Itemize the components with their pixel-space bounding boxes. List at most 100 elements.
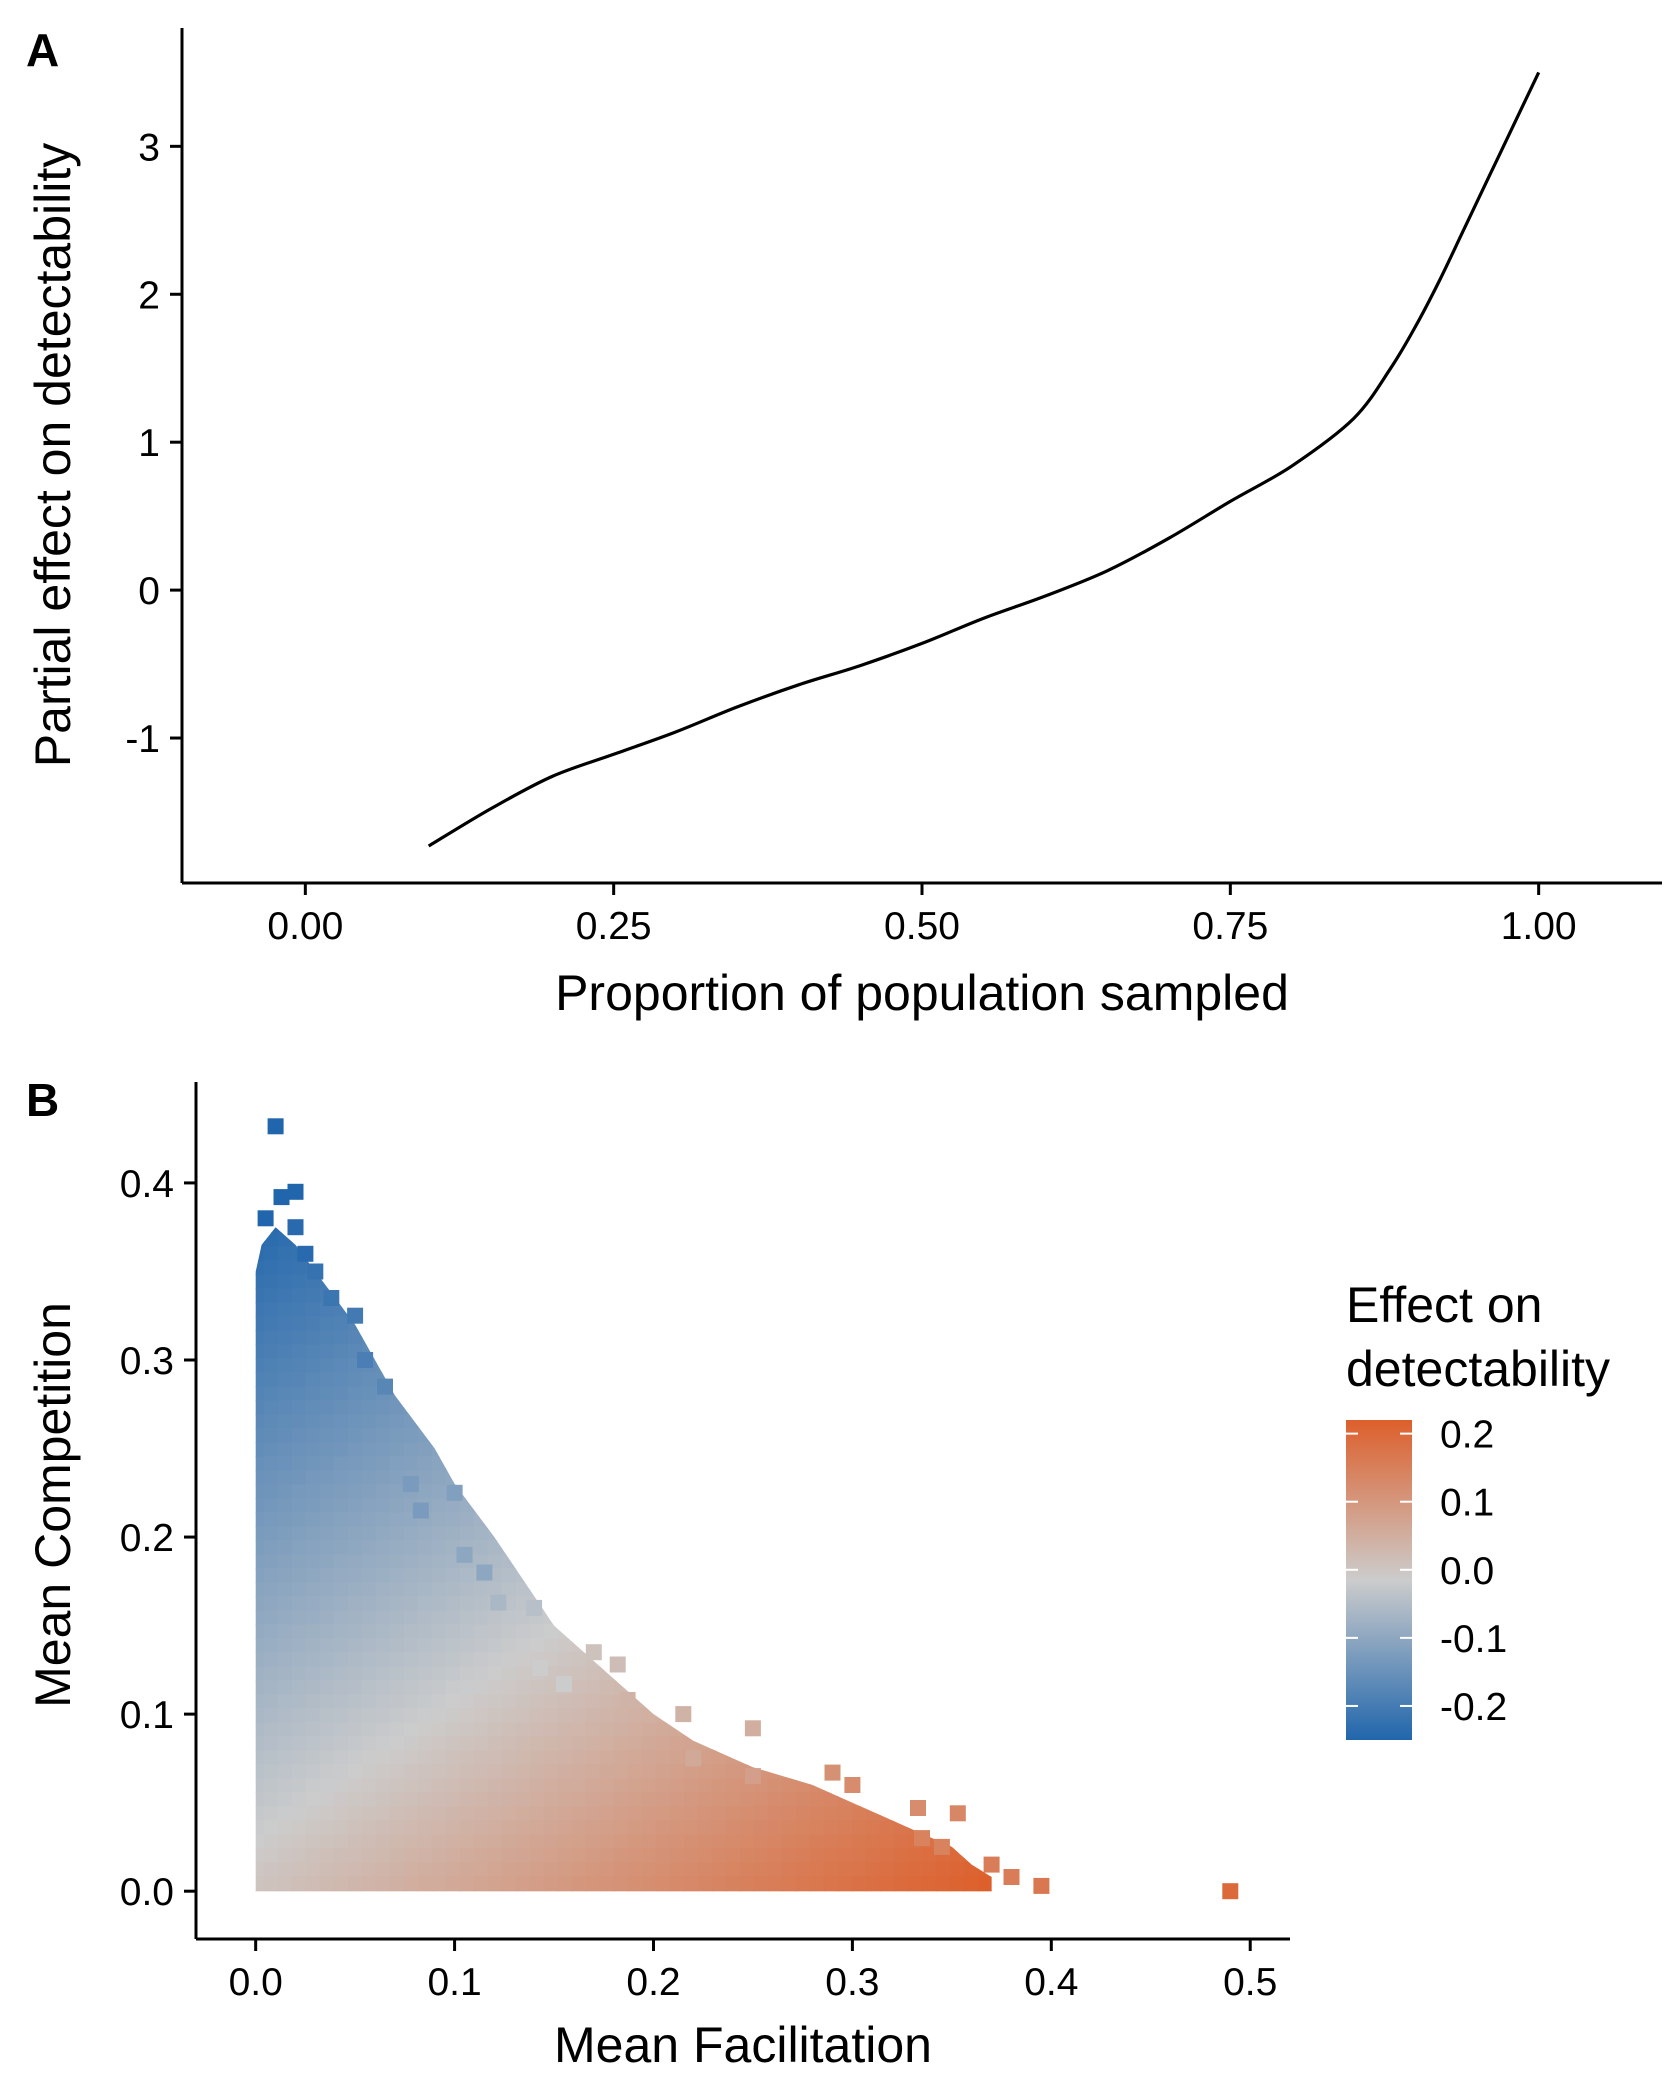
- panel-b-fill-cell: [669, 1610, 685, 1626]
- panel-b-fill-cell: [641, 1862, 657, 1878]
- panel-b-fill-cell: [487, 1316, 503, 1332]
- panel-b-fill-cell: [375, 1288, 391, 1304]
- panel-b-fill-cell: [711, 1400, 727, 1416]
- panel-b-fill-cell: [823, 1274, 839, 1290]
- panel-b-fill-cell: [907, 1862, 923, 1878]
- panel-b-fill-cell: [655, 1470, 671, 1486]
- panel-b-fill-cell: [711, 1428, 727, 1444]
- panel-b-fill-cell: [837, 1624, 853, 1640]
- panel-b-fill-cell: [753, 1652, 769, 1668]
- panel-b-fill-cell: [739, 1890, 755, 1892]
- panel-b-fill-cell: [641, 1890, 657, 1892]
- panel-b-fill-cell: [949, 1624, 965, 1640]
- panel-b-fill-cell: [255, 1554, 265, 1570]
- panel-b-fill-cell: [809, 1596, 825, 1612]
- panel-b-fill-cell: [431, 1414, 447, 1430]
- panel-b-fill-cell: [627, 1526, 643, 1542]
- panel-b-fill-cell: [963, 1624, 979, 1640]
- panel-b-fill-cell: [851, 1554, 867, 1570]
- panel-b-fill-cell: [361, 1470, 377, 1486]
- panel-b-fill-cell: [893, 1526, 909, 1542]
- panel-b-fill-cell: [255, 1456, 265, 1472]
- panel-b-fill-cell: [977, 1554, 992, 1570]
- panel-b-fill-cell: [809, 1260, 825, 1276]
- panel-b-fill-cell: [361, 1372, 377, 1388]
- panel-b-fill-cell: [781, 1316, 797, 1332]
- panel-a-x-tick-label: 0.00: [267, 905, 343, 948]
- panel-b-fill-cell: [809, 1820, 825, 1836]
- panel-b-fill-cell: [992, 1610, 1007, 1625]
- panel-b-fill-cell: [291, 1568, 307, 1584]
- panel-b-fill-cell: [977, 1764, 992, 1780]
- panel-b-fill-cell: [277, 1596, 293, 1612]
- panel-b-fill-cell: [949, 1680, 965, 1696]
- panel-b-fill-cell: [949, 1890, 965, 1892]
- panel-b-fill-cell: [361, 1596, 377, 1612]
- panel-b-fill-cell: [529, 1302, 545, 1318]
- panel-b-fill-cell: [627, 1260, 643, 1276]
- panel-b-fill-cell: [613, 1260, 629, 1276]
- panel-b-fill-cell: [319, 1638, 335, 1654]
- panel-b-fill-cell: [543, 1498, 559, 1514]
- panel-b-fill-cell: [669, 1386, 685, 1402]
- panel-b-fill-cell: [823, 1666, 839, 1682]
- panel-b-fill-cell: [445, 1260, 461, 1276]
- panel-b-fill-cell: [767, 1722, 783, 1738]
- panel-b-fill-cell: [753, 1610, 769, 1626]
- panel-b-fill-cell: [949, 1274, 965, 1290]
- panel-b-fill-cell: [515, 1358, 531, 1374]
- panel-b-fill-cell: [389, 1652, 405, 1668]
- panel-b-fill-cell: [641, 1442, 657, 1458]
- panel-b-fill-cell: [655, 1330, 671, 1346]
- panel-b-fill-cell: [992, 1624, 1007, 1639]
- panel-b-fill-cell: [823, 1428, 839, 1444]
- panel-b-fill-cell: [697, 1498, 713, 1514]
- panel-b-fill-cell: [459, 1442, 475, 1458]
- panel-b-fill-cell: [823, 1554, 839, 1570]
- panel-b-fill-cell: [333, 1456, 349, 1472]
- panel-b-fill-cell: [795, 1862, 811, 1878]
- panel-b-fill-cell: [487, 1246, 503, 1262]
- panel-b-fill-cell: [375, 1512, 391, 1528]
- panel-b-fill-cell: [711, 1386, 727, 1402]
- panel-b-fill-cell: [571, 1876, 587, 1892]
- panel-b-fill-cell: [949, 1722, 965, 1738]
- panel-b-fill-cell: [277, 1736, 293, 1752]
- panel-b-fill-cell: [599, 1540, 615, 1556]
- panel-b-fill-cell: [641, 1652, 657, 1668]
- panel-b-fill-cell: [781, 1540, 797, 1556]
- panel-b-fill-cell: [669, 1652, 685, 1668]
- panel-b-fill-cell: [823, 1260, 839, 1276]
- panel-b-fill-cell: [641, 1302, 657, 1318]
- panel-b-fill-cell: [795, 1414, 811, 1430]
- panel-b-fill-cell: [1006, 1638, 1021, 1653]
- panel-b-fill-cell: [487, 1834, 503, 1850]
- panel-b-fill-cell: [347, 1862, 363, 1878]
- panel-b-fill-cell: [557, 1232, 573, 1248]
- panel-b-fill-cell: [725, 1862, 741, 1878]
- panel-b-fill-cell: [319, 1876, 335, 1892]
- panel-b-fill-cell: [599, 1484, 615, 1500]
- panel-b-fill-cell: [599, 1848, 615, 1864]
- panel-b-fill-cell: [319, 1554, 335, 1570]
- panel-b-fill-cell: [711, 1694, 727, 1710]
- panel-b-fill-cell: [935, 1274, 951, 1290]
- panel-b-fill-cell: [459, 1820, 475, 1836]
- panel-b-fill-cell: [501, 1344, 517, 1360]
- panel-b-fill-cell: [865, 1372, 881, 1388]
- panel-b-fill-cell: [255, 1624, 265, 1640]
- panel-b-fill-cell: [585, 1624, 601, 1640]
- panel-b-fill-cell: [375, 1227, 391, 1234]
- panel-b-fill-cell: [501, 1694, 517, 1710]
- panel-b-fill-cell: [361, 1820, 377, 1836]
- panel-b-fill-cell: [837, 1512, 853, 1528]
- panel-b-fill-cell: [823, 1372, 839, 1388]
- panel-b-fill-cell: [725, 1764, 741, 1780]
- panel-b-fill-cell: [501, 1666, 517, 1682]
- panel-b-fill-cell: [557, 1316, 573, 1332]
- panel-b-fill-cell: [893, 1358, 909, 1374]
- panel-b-fill-cell: [459, 1386, 475, 1402]
- panel-b-fill-cell: [599, 1680, 615, 1696]
- panel-b-fill-cell: [501, 1526, 517, 1542]
- panel-b-fill-cell: [627, 1344, 643, 1360]
